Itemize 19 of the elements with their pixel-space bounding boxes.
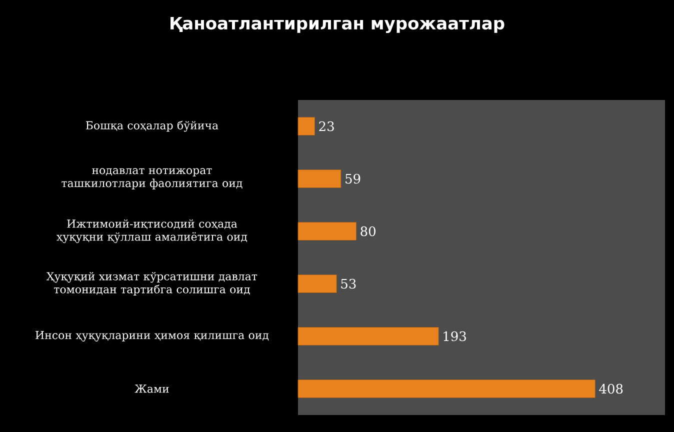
- y-tick-label: Инсон ҳуқуқларини ҳимоя қилишга оид: [36, 331, 269, 342]
- bar: [298, 117, 315, 136]
- y-tick-label: Бошқа соҳалар бўйича: [86, 120, 218, 132]
- data-label: 408: [599, 384, 623, 394]
- chart-title: Қаноатлантирилган мурожаатлар: [170, 16, 504, 34]
- bar: [298, 274, 337, 293]
- bar: [298, 327, 439, 346]
- data-label: 23: [319, 121, 334, 132]
- bar: [298, 380, 596, 398]
- data-label: 193: [444, 331, 466, 342]
- y-tick-label: Жами: [134, 384, 169, 393]
- y-tick-label: Ижтимоий-иқтисодий соҳада ҳуқуқни қўллаш амалиётига оид: [56, 219, 248, 244]
- data-label: 53: [341, 278, 356, 289]
- bar: [298, 222, 356, 240]
- data-label: 80: [360, 226, 376, 236]
- y-tick-label: Ҳуқуқий хизмат кўрсатишни давлат томонидан тартибга солишга оид: [46, 272, 258, 296]
- bar: [298, 170, 342, 188]
- y-tick-label: нодавлат нотижорат ташкилотлари фаолиятига оид: [62, 168, 242, 190]
- data-label: 59: [346, 174, 360, 184]
